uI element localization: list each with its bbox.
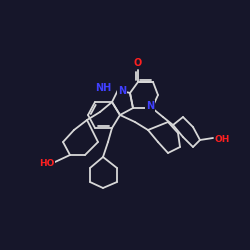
Text: N: N	[118, 86, 126, 96]
Text: O: O	[134, 58, 142, 68]
Text: N: N	[146, 101, 154, 111]
Text: HO: HO	[39, 160, 55, 168]
Text: OH: OH	[214, 134, 230, 143]
Text: NH: NH	[95, 83, 111, 93]
